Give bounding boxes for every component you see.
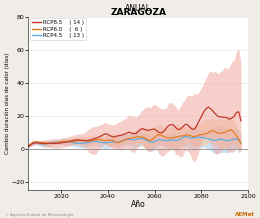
Text: ANUAL: ANUAL bbox=[125, 4, 151, 13]
Y-axis label: Cambio duración olas de calor (días): Cambio duración olas de calor (días) bbox=[4, 53, 10, 154]
Text: © Agencia Estatal de Meteorología: © Agencia Estatal de Meteorología bbox=[5, 213, 74, 217]
Legend: RCP8.5    ( 14 ), RCP6.0    (  6 ), RCP4.5    ( 13 ): RCP8.5 ( 14 ), RCP6.0 ( 6 ), RCP4.5 ( 13… bbox=[30, 18, 86, 40]
X-axis label: Año: Año bbox=[131, 201, 146, 209]
Text: AEMet: AEMet bbox=[235, 212, 255, 217]
Title: ZARAGOZA: ZARAGOZA bbox=[110, 8, 166, 17]
